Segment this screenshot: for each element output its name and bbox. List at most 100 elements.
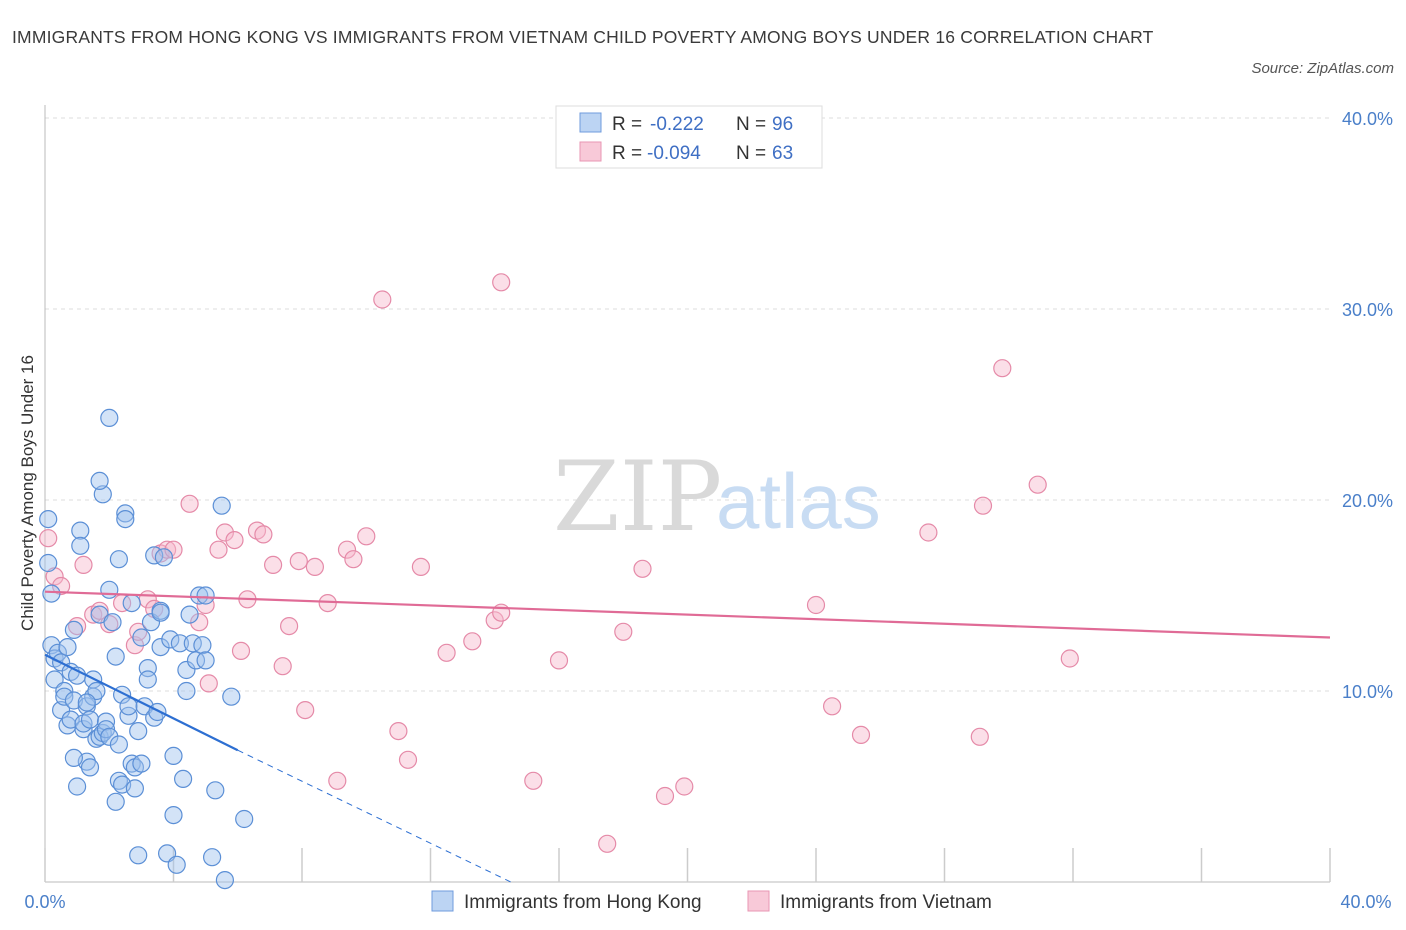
hong-kong-point [148, 702, 167, 722]
vietnam-point [398, 750, 418, 769]
hong-kong-point [39, 553, 58, 573]
hong-kong-point [203, 848, 222, 867]
hong-kong-point [100, 408, 119, 427]
hong-kong-point [55, 687, 74, 706]
vietnam-point [822, 697, 842, 716]
vietnam-point [231, 641, 251, 661]
x-tick-label-max: 40.0% [1340, 892, 1391, 912]
vietnam-point [344, 550, 363, 569]
vietnam-point [215, 523, 234, 542]
vietnam-point [492, 273, 511, 292]
hong-kong-point [74, 720, 93, 739]
vietnam-point [328, 771, 347, 790]
hong-kong-point [161, 630, 180, 649]
legend-label-hong-kong: Immigrants from Hong Kong [464, 892, 702, 913]
stats-n-value-hong-kong: 96 [772, 114, 793, 135]
hong-kong-point [196, 651, 215, 670]
hong-kong-point [100, 727, 119, 746]
vietnam-point [199, 674, 218, 693]
y-tick-labels: 10.0% 20.0% 30.0% 40.0% [1342, 109, 1393, 702]
hong-kong-point [55, 681, 74, 701]
hong-kong-point [96, 712, 116, 731]
hong-kong-point [80, 710, 100, 729]
hong-kong-point [206, 781, 225, 800]
y-tick-label-30: 30.0% [1342, 300, 1393, 320]
watermark-atlas: atlas [716, 457, 881, 545]
vietnam-point [289, 551, 308, 571]
series-legend: Immigrants from Hong Kong Immigrants fro… [431, 890, 992, 913]
source-label: Source: ZipAtlas.com [1251, 60, 1394, 77]
vietnam-point [51, 576, 71, 596]
hong-kong-point [106, 647, 125, 666]
hong-kong-point [109, 735, 129, 754]
gridlines [45, 117, 1330, 692]
hong-kong-point [64, 620, 84, 640]
hong-kong-point [129, 846, 148, 865]
legend-label-vietnam: Immigrants from Vietnam [780, 892, 992, 913]
stats-swatch-vietnam [579, 141, 602, 162]
vietnam-point [851, 725, 871, 745]
hong-kong-point [132, 754, 151, 773]
hong-kong-point [138, 670, 157, 689]
hong-kong-point [64, 748, 84, 768]
vietnam-point [463, 632, 482, 651]
hong-kong-point [67, 777, 87, 796]
stats-swatch-hong-kong [579, 112, 602, 133]
hong-kong-point [215, 870, 234, 890]
x-ticks [44, 848, 1331, 882]
hong-kong-point [154, 548, 173, 567]
hong-kong-point [193, 636, 212, 655]
vietnam-point [598, 834, 617, 853]
hong-kong-point [116, 509, 135, 529]
legend-swatch-vietnam [747, 890, 770, 912]
hong-kong-point [103, 613, 122, 632]
hong-kong-point [174, 769, 193, 789]
hong-kong-point [80, 758, 100, 777]
hong-kong-point [42, 636, 61, 655]
hong-kong-point [177, 660, 196, 680]
y-axis-title: Child Poverty Among Boys Under 16 [18, 355, 37, 631]
hong-kong-point [119, 697, 138, 716]
hong-kong-point [106, 792, 125, 811]
vietnam-point [485, 611, 504, 630]
vietnam-point [389, 721, 408, 741]
vietnam-point [305, 557, 324, 577]
stats-n-label-hong-kong: N = [736, 114, 766, 135]
vietnam-point [254, 525, 273, 544]
stats-legend: R = -0.222 N = 96 R = -0.094 N = 63 [555, 105, 823, 169]
vietnam-point [225, 530, 244, 550]
hong-kong-point [177, 681, 196, 701]
hong-kong-point [100, 580, 119, 599]
series-hong-kong-points [39, 408, 254, 890]
chart-title: IMMIGRANTS FROM HONG KONG VS IMMIGRANTS … [12, 27, 1154, 47]
vietnam-point [74, 555, 93, 575]
hong-kong-point [125, 779, 144, 798]
vietnam-point [919, 523, 938, 542]
vietnam-point [357, 527, 376, 546]
hong-kong-point [51, 700, 71, 720]
hong-kong-point [77, 697, 96, 716]
vietnam-point [1060, 649, 1079, 668]
hong-kong-point [77, 693, 96, 712]
vietnam-point [318, 593, 337, 613]
legend-swatch-hong-kong [431, 890, 454, 912]
hong-kong-point [42, 584, 61, 603]
trend-line-vietnam [44, 590, 1331, 639]
hong-kong-point [186, 651, 206, 670]
trend-line-hong-kong-extrapolated [237, 749, 512, 883]
vietnam-point [190, 613, 209, 632]
vietnam-point [675, 777, 694, 796]
vietnam-point [806, 595, 826, 615]
x-tick-label-min: 0.0% [24, 892, 65, 912]
vietnam-point [549, 651, 569, 670]
watermark-zip: ZIP [553, 441, 722, 553]
vietnam-point [264, 555, 283, 575]
vietnam-point [970, 727, 989, 746]
watermark: ZIP atlas [553, 441, 881, 553]
vietnam-point [655, 786, 675, 806]
hong-kong-point [164, 746, 183, 766]
hong-kong-point [116, 504, 135, 523]
vietnam-point [90, 601, 109, 620]
hong-kong-point [212, 496, 231, 515]
